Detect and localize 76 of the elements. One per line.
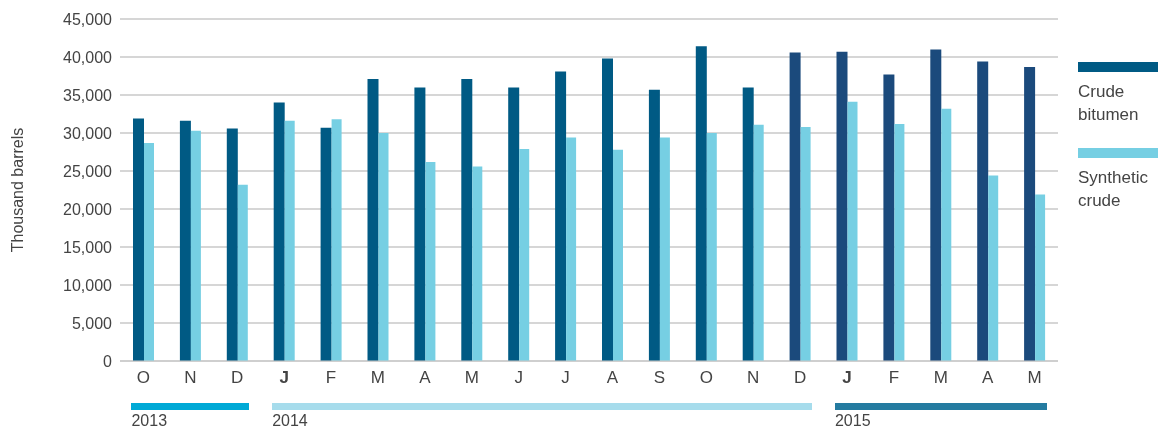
- x-tick-label: S: [653, 368, 666, 387]
- bar: [273, 102, 285, 361]
- bar: [706, 133, 717, 361]
- bar: [378, 133, 389, 361]
- bar: [555, 71, 567, 361]
- legend-label: Synthetic crude: [1078, 167, 1149, 212]
- text: 2014: [272, 412, 308, 430]
- y-tick-label: 45,000: [63, 10, 113, 28]
- bar: [519, 148, 530, 361]
- x-tick-label: J: [561, 368, 570, 387]
- bar: [836, 51, 848, 361]
- bar: [753, 124, 764, 361]
- x-tick-label: J: [514, 368, 523, 387]
- x-tick-label: M: [370, 368, 386, 387]
- bar: [461, 79, 473, 361]
- bar: [414, 87, 426, 361]
- y-tick-label: 0: [103, 352, 113, 370]
- bar: [648, 89, 660, 361]
- y-tick-label: 30,000: [63, 124, 113, 142]
- legend-label: Crude bitumen: [1078, 81, 1140, 126]
- x-tick-label: O: [136, 368, 151, 387]
- text: 2015: [834, 412, 871, 430]
- bar: [977, 61, 989, 361]
- bar: [883, 74, 895, 361]
- bar: [800, 126, 811, 361]
- x-tick-label: A: [606, 368, 619, 387]
- x-tick-label: N: [747, 368, 760, 387]
- bar: [284, 120, 295, 361]
- y-tick-label: 5,000: [71, 314, 113, 332]
- bar: [742, 87, 754, 361]
- bar: [566, 137, 577, 361]
- x-tick-label: O: [699, 368, 713, 387]
- bar: [472, 166, 483, 361]
- text: 2013: [131, 412, 168, 430]
- x-tick-label: M: [933, 368, 948, 387]
- bar: [659, 137, 670, 361]
- x-tick-label: D: [793, 368, 807, 387]
- bar: [190, 130, 201, 361]
- y-tick-label: 40,000: [63, 48, 113, 66]
- bar: [695, 46, 707, 361]
- bar: [1024, 66, 1036, 361]
- bar: [988, 175, 999, 361]
- bar: [179, 120, 191, 361]
- bar: [226, 128, 238, 361]
- bar: [613, 149, 623, 361]
- x-tick-label: D: [231, 368, 244, 387]
- bar: [602, 58, 613, 361]
- x-tick-label: J: [842, 368, 852, 387]
- bar: [331, 119, 342, 361]
- bar: [425, 161, 436, 361]
- x-tick-label: J: [279, 368, 289, 387]
- bar: [508, 87, 520, 361]
- y-tick-label: 20,000: [63, 200, 113, 218]
- bar: [894, 123, 905, 361]
- x-tick-label: F: [888, 368, 900, 387]
- bar: [133, 118, 144, 361]
- y-tick-label: 10,000: [63, 276, 113, 294]
- bar: [789, 52, 801, 361]
- x-tick-label: M: [464, 368, 479, 387]
- bar: [941, 108, 952, 361]
- bar: [144, 142, 154, 361]
- bar: [320, 127, 332, 361]
- y-axis-title: Thousand barrels: [9, 127, 27, 253]
- x-tick-label: N: [184, 368, 197, 387]
- y-tick-label: 15,000: [63, 238, 113, 256]
- x-tick-label: M: [1027, 368, 1042, 387]
- bar: [847, 101, 858, 361]
- bar: [367, 79, 379, 361]
- y-tick-label: 25,000: [63, 162, 113, 180]
- x-tick-label: A: [981, 368, 994, 387]
- bar: [1035, 194, 1046, 361]
- bar: [237, 184, 248, 361]
- y-tick-label: 35,000: [63, 86, 113, 104]
- bar: [930, 49, 942, 361]
- x-tick-label: A: [419, 368, 432, 387]
- x-tick-label: F: [325, 368, 337, 387]
